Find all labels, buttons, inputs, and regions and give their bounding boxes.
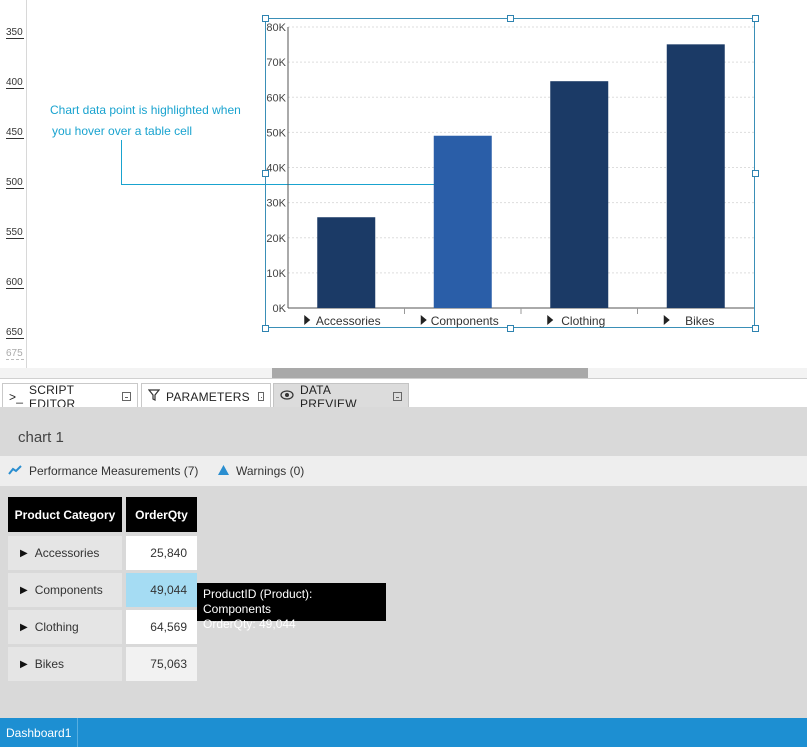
annotation-line-2: you hover over a table cell bbox=[52, 124, 193, 138]
minimize-icon[interactable] bbox=[392, 392, 402, 401]
ruler-tick: 650 bbox=[6, 327, 24, 339]
y-tick-label: 60K bbox=[266, 92, 286, 104]
resize-handle[interactable] bbox=[507, 15, 514, 22]
annotation-connector bbox=[121, 140, 122, 184]
dashboard-tab[interactable]: Dashboard1 bbox=[0, 718, 79, 747]
row-label: Bikes bbox=[34, 657, 65, 671]
tab-data-preview[interactable]: DATA PREVIEW bbox=[273, 383, 409, 411]
y-tick-label: 70K bbox=[266, 57, 286, 69]
expand-icon[interactable]: ▶ bbox=[20, 547, 28, 559]
tab-script-editor[interactable]: >_ SCRIPT EDITOR bbox=[2, 383, 138, 411]
x-tick-label: Components bbox=[431, 314, 499, 328]
ruler-tick: 600 bbox=[6, 277, 24, 289]
row-label: Accessories bbox=[34, 546, 100, 560]
scrollbar-thumb[interactable] bbox=[272, 368, 588, 378]
tooltip-line: ProductID (Product): Components bbox=[203, 587, 313, 616]
status-bar: Dashboard1 bbox=[0, 718, 807, 747]
data-preview-panel: chart 1 Performance Measurements (7) War… bbox=[0, 407, 807, 718]
y-tick-label: 30K bbox=[266, 198, 286, 210]
table-row-header[interactable]: ▶ Bikes bbox=[8, 647, 122, 681]
expand-icon[interactable]: ▶ bbox=[20, 658, 28, 670]
y-tick-label: 80K bbox=[266, 22, 286, 34]
filter-icon bbox=[147, 389, 161, 404]
warning-icon bbox=[218, 464, 229, 478]
terminal-icon: >_ bbox=[9, 389, 24, 404]
trend-icon bbox=[8, 464, 22, 478]
performance-label: Performance Measurements (7) bbox=[29, 464, 199, 478]
preview-title: chart 1 bbox=[18, 429, 64, 446]
resize-handle[interactable] bbox=[752, 170, 759, 177]
annotation-callout: Chart data point is highlighted when you… bbox=[50, 100, 260, 142]
hover-tooltip: ProductID (Product): Components OrderQty… bbox=[197, 583, 386, 631]
resize-handle[interactable] bbox=[262, 170, 269, 177]
resize-handle[interactable] bbox=[262, 325, 269, 332]
vertical-ruler: 350 400 450 500 550 600 650 675 bbox=[0, 0, 27, 378]
expand-icon bbox=[663, 315, 670, 325]
bar-clothing[interactable] bbox=[550, 81, 609, 308]
warnings-link[interactable]: Warnings (0) bbox=[218, 464, 304, 478]
expand-icon bbox=[547, 315, 554, 325]
row-label: Components bbox=[34, 583, 103, 597]
expand-icon[interactable]: ▶ bbox=[20, 621, 28, 633]
ruler-tick: 350 bbox=[6, 27, 24, 39]
minimize-icon[interactable] bbox=[257, 392, 264, 401]
tab-parameters[interactable]: PARAMETERS bbox=[141, 383, 271, 409]
x-tick-label: Clothing bbox=[561, 314, 605, 328]
row-label: Clothing bbox=[34, 620, 79, 634]
resize-handle[interactable] bbox=[752, 15, 759, 22]
ruler-tick: 450 bbox=[6, 127, 24, 139]
x-tick-label: Bikes bbox=[685, 314, 714, 328]
tab-label: PARAMETERS bbox=[166, 389, 250, 404]
bar-accessories[interactable] bbox=[317, 217, 376, 308]
column-header[interactable]: OrderQty bbox=[126, 497, 197, 532]
expand-icon bbox=[304, 315, 311, 325]
table-cell-hovered[interactable]: 49,044 bbox=[126, 573, 197, 607]
performance-measurements-link[interactable]: Performance Measurements (7) bbox=[8, 464, 198, 478]
y-tick-label: 20K bbox=[266, 233, 286, 245]
y-tick-label: 10K bbox=[266, 268, 286, 280]
ruler-tick: 675 bbox=[6, 348, 24, 360]
expand-icon bbox=[420, 315, 427, 325]
bar-bikes[interactable] bbox=[666, 44, 725, 308]
table-cell[interactable]: 64,569 bbox=[126, 610, 197, 644]
ruler-tick: 500 bbox=[6, 177, 24, 189]
bar-components[interactable] bbox=[433, 135, 492, 308]
annotation-connector bbox=[121, 184, 434, 185]
column-header[interactable]: Product Category bbox=[8, 497, 122, 532]
performance-bar: Performance Measurements (7) Warnings (0… bbox=[0, 456, 807, 486]
ruler-tick: 400 bbox=[6, 77, 24, 89]
eye-icon bbox=[280, 389, 294, 404]
tooltip-line: OrderQty: 49,044 bbox=[203, 617, 296, 631]
bar-chart[interactable]: 0K 10K 20K 30K 40K 50K 60K 70K 80K Accessories Com… bbox=[265, 18, 755, 330]
table-row-header[interactable]: ▶ Clothing bbox=[8, 610, 122, 644]
resize-handle[interactable] bbox=[752, 325, 759, 332]
resize-handle[interactable] bbox=[262, 15, 269, 22]
warnings-label: Warnings (0) bbox=[236, 464, 305, 478]
table-row-header[interactable]: ▶ Components bbox=[8, 573, 122, 607]
designer-canvas: 350 400 450 500 550 600 650 675 Chart da… bbox=[0, 0, 807, 378]
bottom-tab-strip: >_ SCRIPT EDITOR PARAMETERS DATA PREVIEW bbox=[0, 378, 807, 411]
y-tick-label: 40K bbox=[266, 163, 286, 175]
expand-icon[interactable]: ▶ bbox=[20, 584, 28, 596]
table-row-header[interactable]: ▶ Accessories bbox=[8, 536, 122, 570]
y-tick-label: 0K bbox=[273, 303, 287, 315]
table-cell[interactable]: 25,840 bbox=[126, 536, 197, 570]
table-cell[interactable]: 75,063 bbox=[126, 647, 197, 681]
annotation-line-1: Chart data point is highlighted when bbox=[50, 103, 241, 117]
minimize-icon[interactable] bbox=[121, 392, 131, 401]
x-tick-label: Accessories bbox=[316, 314, 381, 328]
y-tick-label: 50K bbox=[266, 127, 286, 139]
resize-handle[interactable] bbox=[507, 325, 514, 332]
ruler-tick: 550 bbox=[6, 227, 24, 239]
